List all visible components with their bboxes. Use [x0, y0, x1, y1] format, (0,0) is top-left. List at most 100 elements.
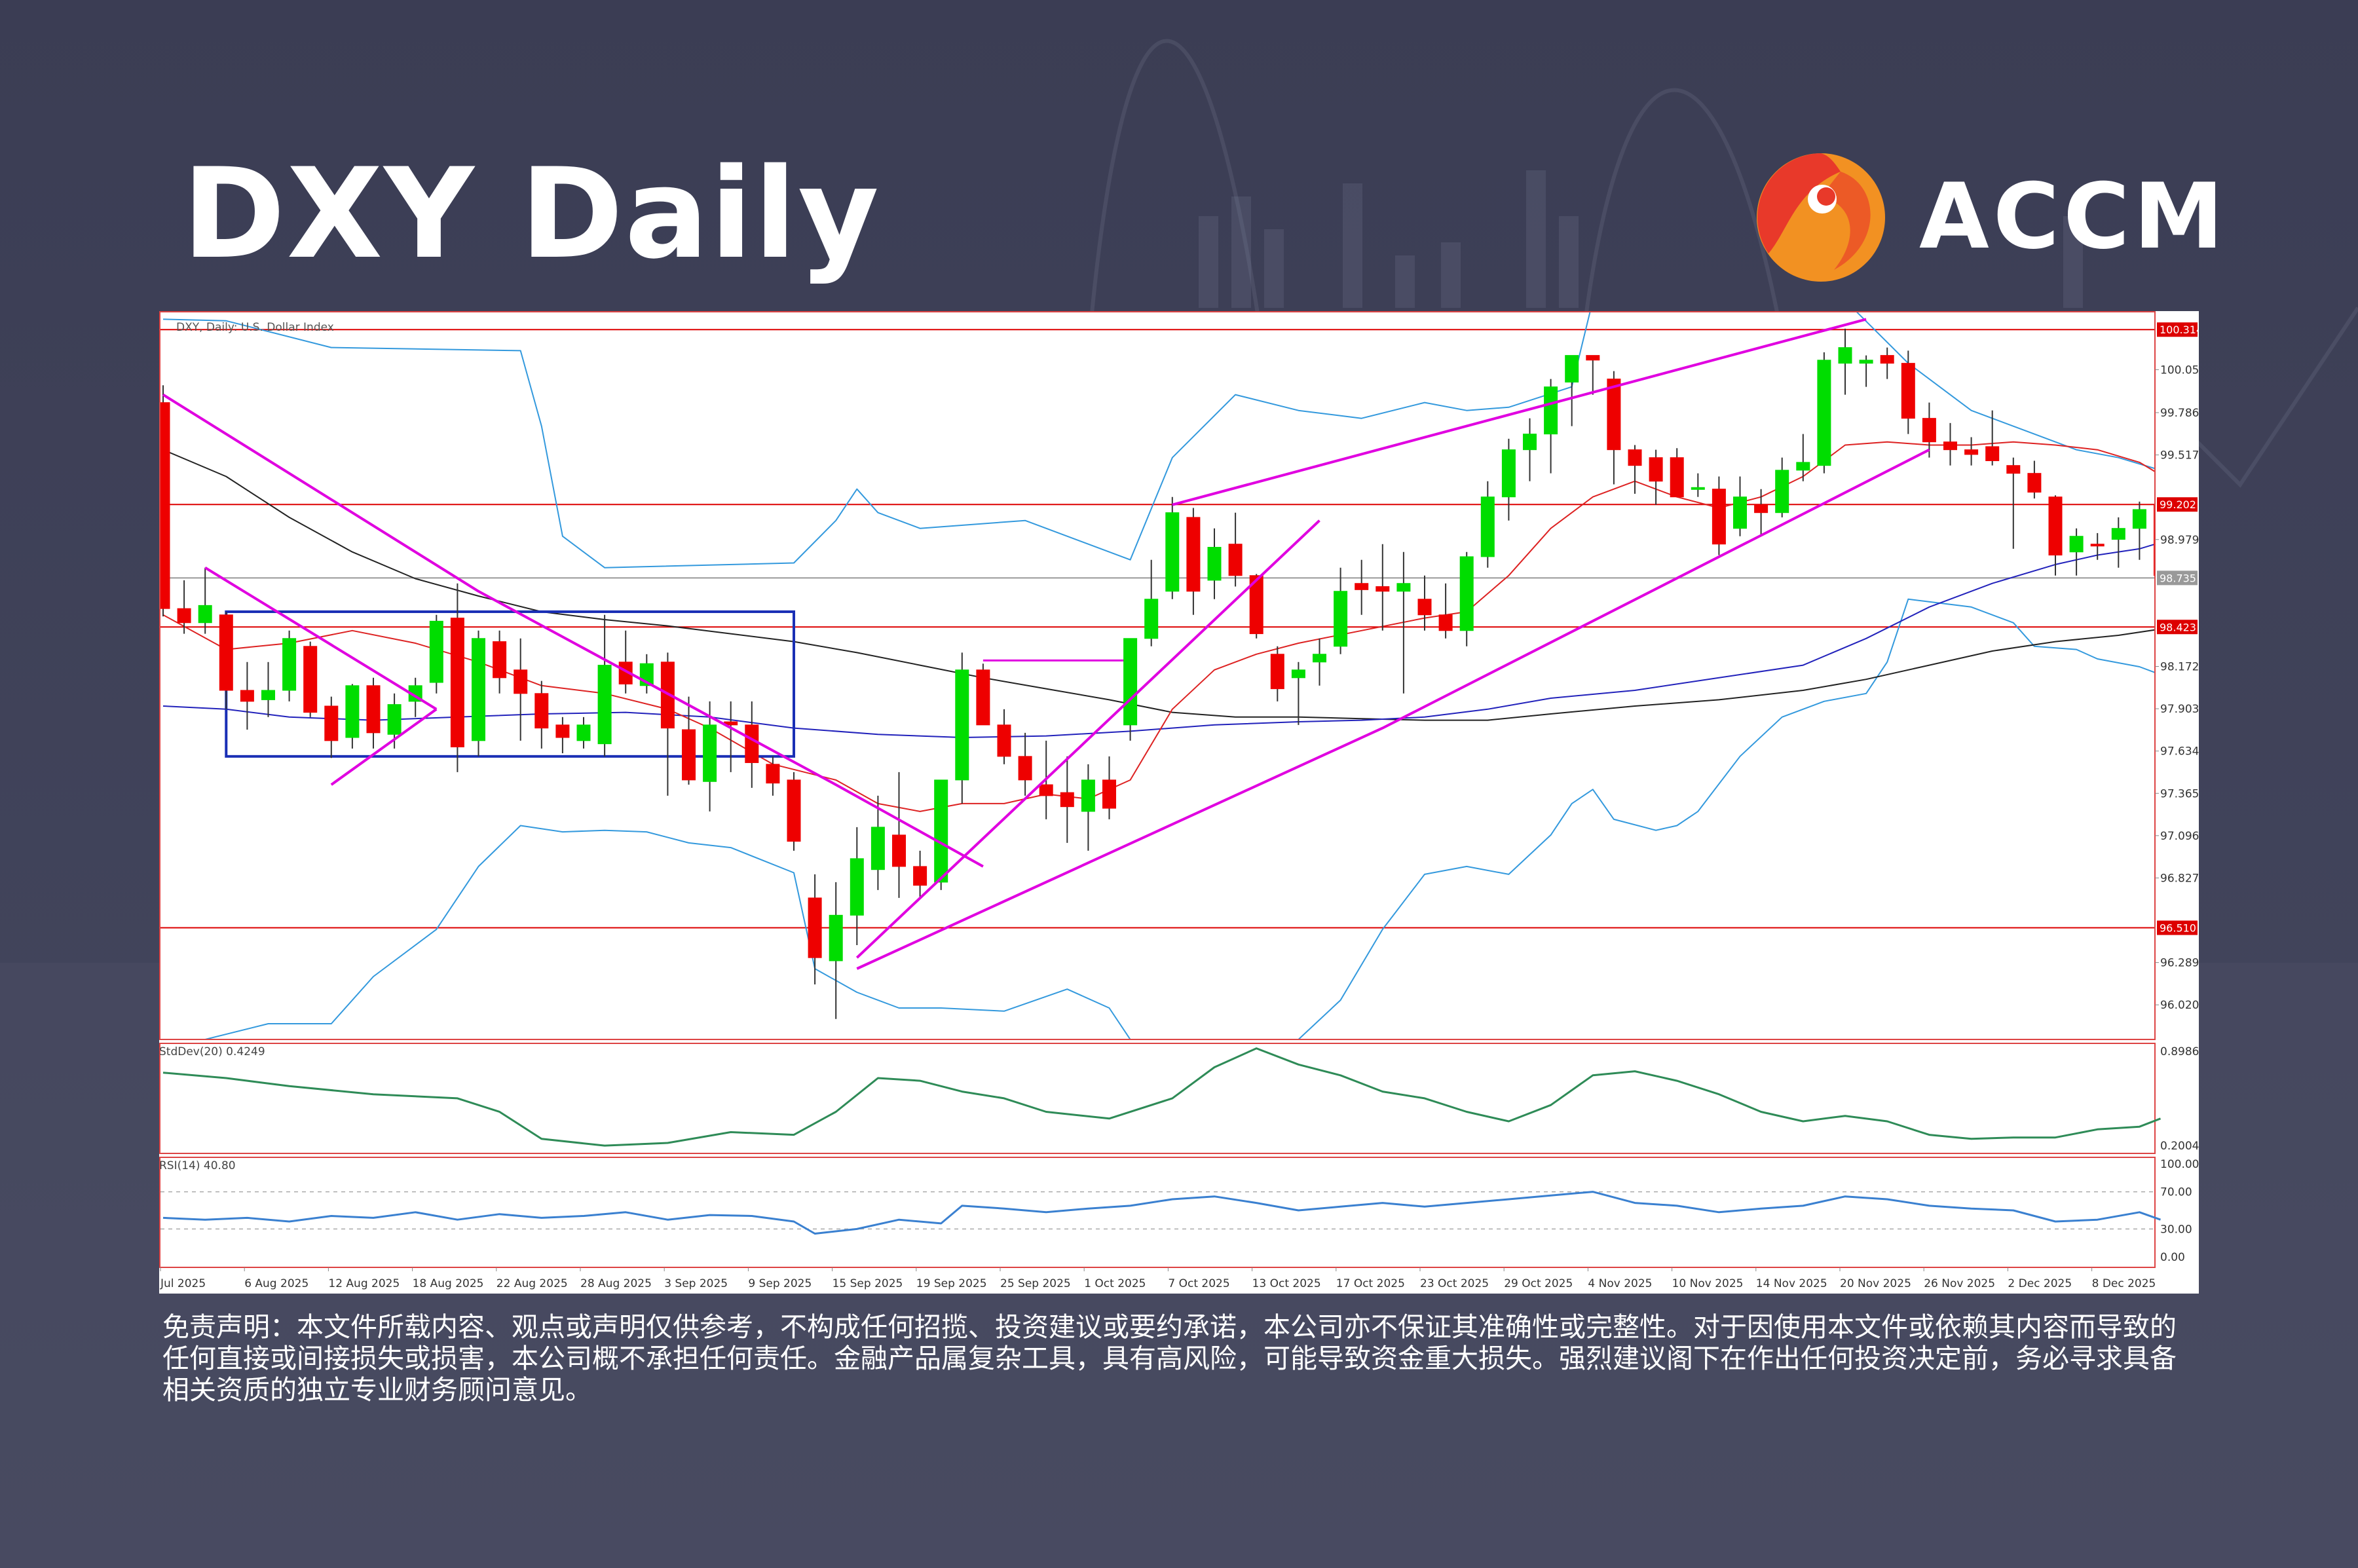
candle-body — [2154, 505, 2167, 576]
x-tick-label: 8 Dec 2025 — [2092, 1277, 2156, 1290]
candle-body — [1586, 355, 1600, 361]
candle-body — [850, 858, 864, 916]
candle-body — [703, 724, 717, 782]
candle-body — [2069, 536, 2084, 553]
x-tick-label: 19 Sep 2025 — [916, 1277, 987, 1290]
stddev-label: StdDev(20) 0.4249 — [159, 1045, 265, 1058]
main-plot-frame — [159, 311, 2156, 1040]
candle-body — [1291, 669, 1305, 679]
candle-body — [1123, 638, 1138, 726]
trendline — [330, 708, 438, 786]
x-tick-label: 6 Aug 2025 — [244, 1277, 309, 1290]
candle-body — [1712, 489, 1726, 545]
price-tag-label: 98.423 — [2160, 621, 2196, 633]
candle-body — [1501, 449, 1516, 498]
accm-logo-icon — [1757, 153, 1885, 282]
candle-body — [1796, 462, 1810, 471]
candle-body — [493, 641, 507, 679]
x-tick-label: 29 Oct 2025 — [1504, 1277, 1573, 1290]
candle-body — [2111, 528, 2125, 540]
candle-body — [1480, 496, 1495, 557]
y-tick-label: 99.786 — [2160, 407, 2199, 420]
y-tick-label: 98.172 — [2160, 661, 2199, 674]
trendline — [1172, 318, 1867, 506]
candle-body — [1186, 517, 1201, 592]
price-tag-label: 96.510 — [2160, 922, 2196, 935]
x-tick-label: 10 Nov 2025 — [1672, 1277, 1744, 1290]
price-tag-label: 100.314 — [2160, 324, 2199, 336]
candle-body — [1417, 599, 1432, 616]
rsi-line — [162, 1191, 2162, 1235]
price-tag-box — [2157, 497, 2198, 512]
candle-body — [1144, 599, 1159, 639]
y-tick-label: 96.827 — [2160, 872, 2199, 885]
candle-body — [2006, 465, 2021, 474]
ma-slow-line — [162, 449, 2154, 721]
candle-body — [555, 724, 570, 738]
candle-body — [219, 614, 233, 691]
rsi-label: RSI(14) 40.80 — [159, 1159, 236, 1172]
candle-body — [1733, 496, 1747, 529]
candle-body — [2048, 496, 2063, 556]
trendline — [856, 448, 1930, 970]
y-tick-label: 98.979 — [2160, 534, 2199, 547]
x-tick-label: 22 Aug 2025 — [496, 1277, 568, 1290]
candle-body — [1607, 379, 1621, 451]
candle-body — [1102, 779, 1116, 809]
candle-body — [1859, 360, 1873, 364]
x-tick-label: 7 Oct 2025 — [1168, 1277, 1229, 1290]
x-tick-label: 4 Nov 2025 — [1588, 1277, 1652, 1290]
trendline — [162, 393, 984, 868]
candle-body — [1628, 449, 1642, 466]
x-tick-label: 26 Nov 2025 — [1924, 1277, 1995, 1290]
candle-body — [766, 764, 780, 784]
candle-body — [1165, 512, 1180, 592]
y-tick-label: 96.020 — [2160, 999, 2199, 1012]
trendline — [855, 519, 1320, 959]
candle-body — [198, 605, 212, 624]
x-tick-label: 28 Aug 2025 — [580, 1277, 652, 1290]
main-plot — [160, 312, 2167, 1039]
price-chart: DXY, Daily: U.S. Dollar Index 100.059 99.7… — [159, 311, 2199, 1290]
price-tag-box — [2157, 570, 2198, 586]
x-tick-label: 3 Sep 2025 — [664, 1277, 728, 1290]
x-tick-label: 17 Oct 2025 — [1336, 1277, 1405, 1290]
candle-body — [2090, 544, 2105, 547]
rsi-plot-frame — [159, 1157, 2156, 1268]
x-tick-label: 14 Nov 2025 — [1756, 1277, 1827, 1290]
x-tick-label: 1 Oct 2025 — [1084, 1277, 1146, 1290]
rsi-tick-label: 100.00 — [2160, 1158, 2199, 1171]
price-tag-label: 98.735 — [2160, 572, 2196, 584]
x-tick-label: 25 Sep 2025 — [1000, 1277, 1071, 1290]
price-tag-box — [2157, 322, 2198, 337]
x-tick-label: 9 Sep 2025 — [748, 1277, 812, 1290]
candle-body — [576, 724, 591, 741]
candle-body — [1376, 586, 1390, 592]
candle-body — [160, 402, 170, 609]
price-tag-box — [2157, 620, 2198, 635]
candle-body — [1544, 386, 1558, 435]
candle-body — [1039, 784, 1053, 796]
candle-body — [2027, 473, 2042, 493]
stddev-tick-label: 0.2004 — [2160, 1140, 2199, 1153]
stddev-plot-frame — [159, 1043, 2156, 1154]
candle-body — [976, 669, 990, 726]
candle-body — [1060, 792, 1074, 808]
candle-body — [1775, 470, 1789, 513]
candle-body — [934, 779, 948, 883]
candle-body — [955, 669, 969, 781]
candle-body — [597, 665, 612, 745]
candle-body — [829, 914, 843, 961]
x-tick-label: 20 Nov 2025 — [1840, 1277, 1911, 1290]
candle-body — [282, 638, 297, 691]
candle-body — [1817, 360, 1831, 466]
candle-body — [534, 693, 549, 729]
candle-body — [450, 618, 464, 747]
candle-body — [261, 690, 275, 700]
candle-body — [682, 729, 696, 781]
y-tick-label: 97.365 — [2160, 787, 2199, 800]
candle-body — [913, 866, 927, 886]
candle-body — [1901, 363, 1915, 419]
candle-body — [997, 724, 1011, 757]
candle-body — [1838, 347, 1852, 364]
